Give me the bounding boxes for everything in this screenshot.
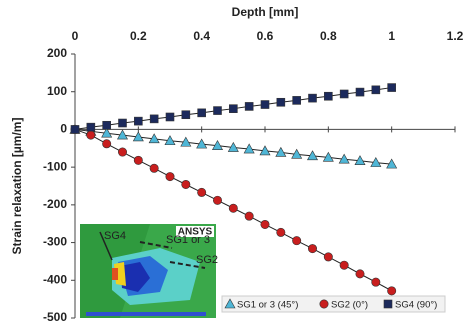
x-tick-label: 1 xyxy=(388,29,395,43)
marker xyxy=(166,113,174,121)
marker xyxy=(198,109,206,117)
marker xyxy=(261,101,269,109)
marker xyxy=(372,86,380,94)
marker xyxy=(182,111,190,119)
legend-label: SG1 or 3 (45°) xyxy=(237,300,298,311)
marker xyxy=(166,172,174,180)
y-axis-title: Strain relaxation [µm/m] xyxy=(10,118,24,255)
marker xyxy=(245,102,253,110)
legend-marker xyxy=(320,300,328,308)
y-tick-label: -300 xyxy=(43,235,67,249)
inset-label: SG1 or 3 xyxy=(166,234,210,246)
marker xyxy=(103,121,111,129)
chart: Depth [mm] Strain relaxation [µm/m] 200 1… xyxy=(0,0,466,327)
marker xyxy=(340,261,348,269)
y-tick-label: -200 xyxy=(43,197,67,211)
marker xyxy=(277,98,285,106)
legend-label: SG2 (0°) xyxy=(331,300,368,311)
marker xyxy=(261,220,269,228)
marker xyxy=(293,96,301,104)
marker xyxy=(87,131,95,139)
marker xyxy=(229,204,237,212)
inset-label: SG4 xyxy=(104,230,126,242)
marker xyxy=(387,287,395,295)
marker xyxy=(388,84,396,92)
marker xyxy=(356,270,364,278)
x-tick-label: 0.8 xyxy=(320,29,337,43)
marker xyxy=(356,88,364,96)
marker xyxy=(150,164,158,172)
marker xyxy=(102,140,110,148)
marker xyxy=(150,115,158,123)
inset-image: ANSYS SG4 SG1 or 3 SG2 xyxy=(80,224,218,318)
marker xyxy=(309,94,317,102)
legend-marker xyxy=(384,300,392,308)
y-tick-label: 100 xyxy=(47,84,67,98)
y-tick-label: -500 xyxy=(43,310,67,324)
marker xyxy=(324,92,332,100)
inset-label: SG2 xyxy=(196,254,218,266)
marker xyxy=(308,244,316,252)
marker xyxy=(118,148,126,156)
marker xyxy=(372,278,380,286)
marker xyxy=(119,119,127,127)
x-axis-title: Depth [mm] xyxy=(232,5,299,19)
marker xyxy=(182,180,190,188)
marker xyxy=(324,253,332,261)
legend-label: SG4 (90°) xyxy=(395,300,437,311)
marker xyxy=(87,123,95,131)
marker xyxy=(340,90,348,98)
x-tick-label: 0.2 xyxy=(130,29,147,43)
x-tick-label: 0.4 xyxy=(193,29,210,43)
marker xyxy=(292,236,300,244)
marker xyxy=(213,196,221,204)
marker xyxy=(197,188,205,196)
marker xyxy=(214,107,222,115)
marker xyxy=(245,212,253,220)
marker xyxy=(134,117,142,125)
x-tick-label: 0.6 xyxy=(257,29,274,43)
y-tick-label: -100 xyxy=(43,159,67,173)
marker xyxy=(229,105,237,113)
y-tick-label: -400 xyxy=(43,272,67,286)
marker xyxy=(134,156,142,164)
marker xyxy=(71,125,79,133)
marker xyxy=(277,228,285,236)
y-tick-label: 0 xyxy=(60,122,67,136)
x-tick-label: 1.2 xyxy=(447,29,464,43)
x-tick-label: 0 xyxy=(72,29,79,43)
y-tick-label: 200 xyxy=(47,46,67,60)
